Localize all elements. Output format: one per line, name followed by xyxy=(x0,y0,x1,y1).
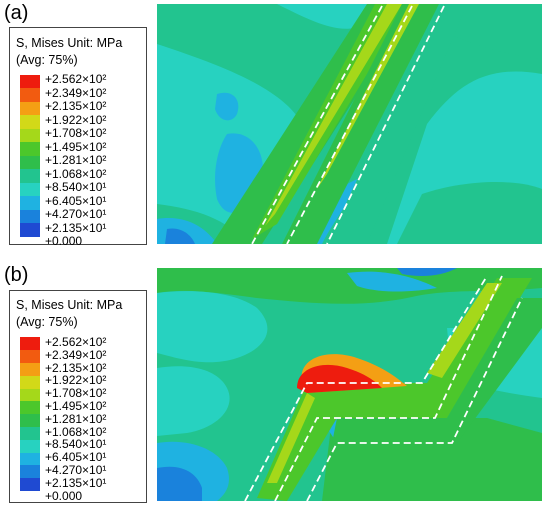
legend-swatch xyxy=(20,209,40,224)
legend-tick-label: +2.349×10² xyxy=(45,347,107,362)
legend-tick-label: +6.405×10¹ xyxy=(45,450,107,465)
legend-swatch xyxy=(20,128,40,143)
legend-swatch xyxy=(20,439,40,453)
legend-tick-label: +2.562×10² xyxy=(45,72,107,86)
legend-tick-label: +6.405×10¹ xyxy=(45,193,107,208)
legend-swatch xyxy=(20,169,40,183)
legend-swatch xyxy=(20,465,40,479)
legend-swatch xyxy=(20,478,40,491)
legend-tick-label: +1.708×10² xyxy=(45,126,107,140)
legend-tick-label: +4.270×10¹ xyxy=(45,463,107,477)
legend-tick-label: +1.708×10² xyxy=(45,386,107,401)
legend-b: S, Mises Unit: MPa (Avg: 75%) +2.562×10²… xyxy=(9,290,147,503)
legend-swatch xyxy=(20,363,40,376)
legend-tick-label: +1.068×10² xyxy=(45,166,107,181)
legend-a: S, Mises Unit: MPa (Avg: 75%) +2.562×10²… xyxy=(9,27,147,248)
legend-tick-label: +8.540×10¹ xyxy=(45,437,107,452)
legend-swatch xyxy=(20,350,40,363)
legend-tick-label: +0.000 xyxy=(45,234,83,248)
legend-tick-label: +2.562×10² xyxy=(45,335,107,349)
legend-swatch xyxy=(20,375,40,389)
legend-swatch xyxy=(20,74,40,89)
legend-swatch xyxy=(20,337,40,351)
legend-tick-label: +2.349×10² xyxy=(45,85,107,100)
legend-swatch xyxy=(20,142,40,156)
legend-tick-label: +1.495×10² xyxy=(45,139,107,154)
legend-tick-label: +1.068×10² xyxy=(45,424,107,439)
legend-swatch xyxy=(20,88,40,102)
panel-b-label: (b) xyxy=(4,264,29,286)
legend-tick-label: +4.270×10¹ xyxy=(45,207,107,221)
legend-swatch xyxy=(20,182,40,197)
legend-swatch xyxy=(20,427,40,440)
stress-contour-b xyxy=(157,268,542,501)
legend-tick-label: +2.135×10¹ xyxy=(45,220,107,235)
legend-swatch xyxy=(20,196,40,210)
panel-a-label: (a) xyxy=(4,2,29,24)
legend-tick-label: +2.135×10¹ xyxy=(45,475,107,490)
legend-a-avg: (Avg: 75%) xyxy=(16,53,78,67)
legend-b-avg: (Avg: 75%) xyxy=(16,315,78,329)
legend-tick-label: +1.922×10² xyxy=(45,112,107,127)
legend-b-title: S, Mises Unit: MPa xyxy=(16,298,123,312)
legend-swatch xyxy=(20,101,40,116)
legend-tick-label: +1.281×10² xyxy=(45,411,107,426)
legend-tick-label: +1.281×10² xyxy=(45,153,107,167)
legend-a-title: S, Mises Unit: MPa xyxy=(16,36,123,50)
legend-swatch xyxy=(20,115,40,129)
legend-tick-label: +0.000 xyxy=(45,488,83,503)
stress-contour-a xyxy=(157,4,542,244)
legend-swatch xyxy=(20,414,40,427)
legend-tick-label: +1.495×10² xyxy=(45,399,107,413)
legend-tick-label: +2.135×10² xyxy=(45,99,107,113)
legend-swatch xyxy=(20,452,40,466)
legend-swatch xyxy=(20,223,40,237)
legend-tick-label: +2.135×10² xyxy=(45,360,107,375)
legend-swatch xyxy=(20,401,40,415)
legend-tick-label: +8.540×10¹ xyxy=(45,180,107,194)
legend-swatch xyxy=(20,388,40,402)
legend-swatch xyxy=(20,155,40,170)
legend-tick-label: +1.922×10² xyxy=(45,373,107,388)
